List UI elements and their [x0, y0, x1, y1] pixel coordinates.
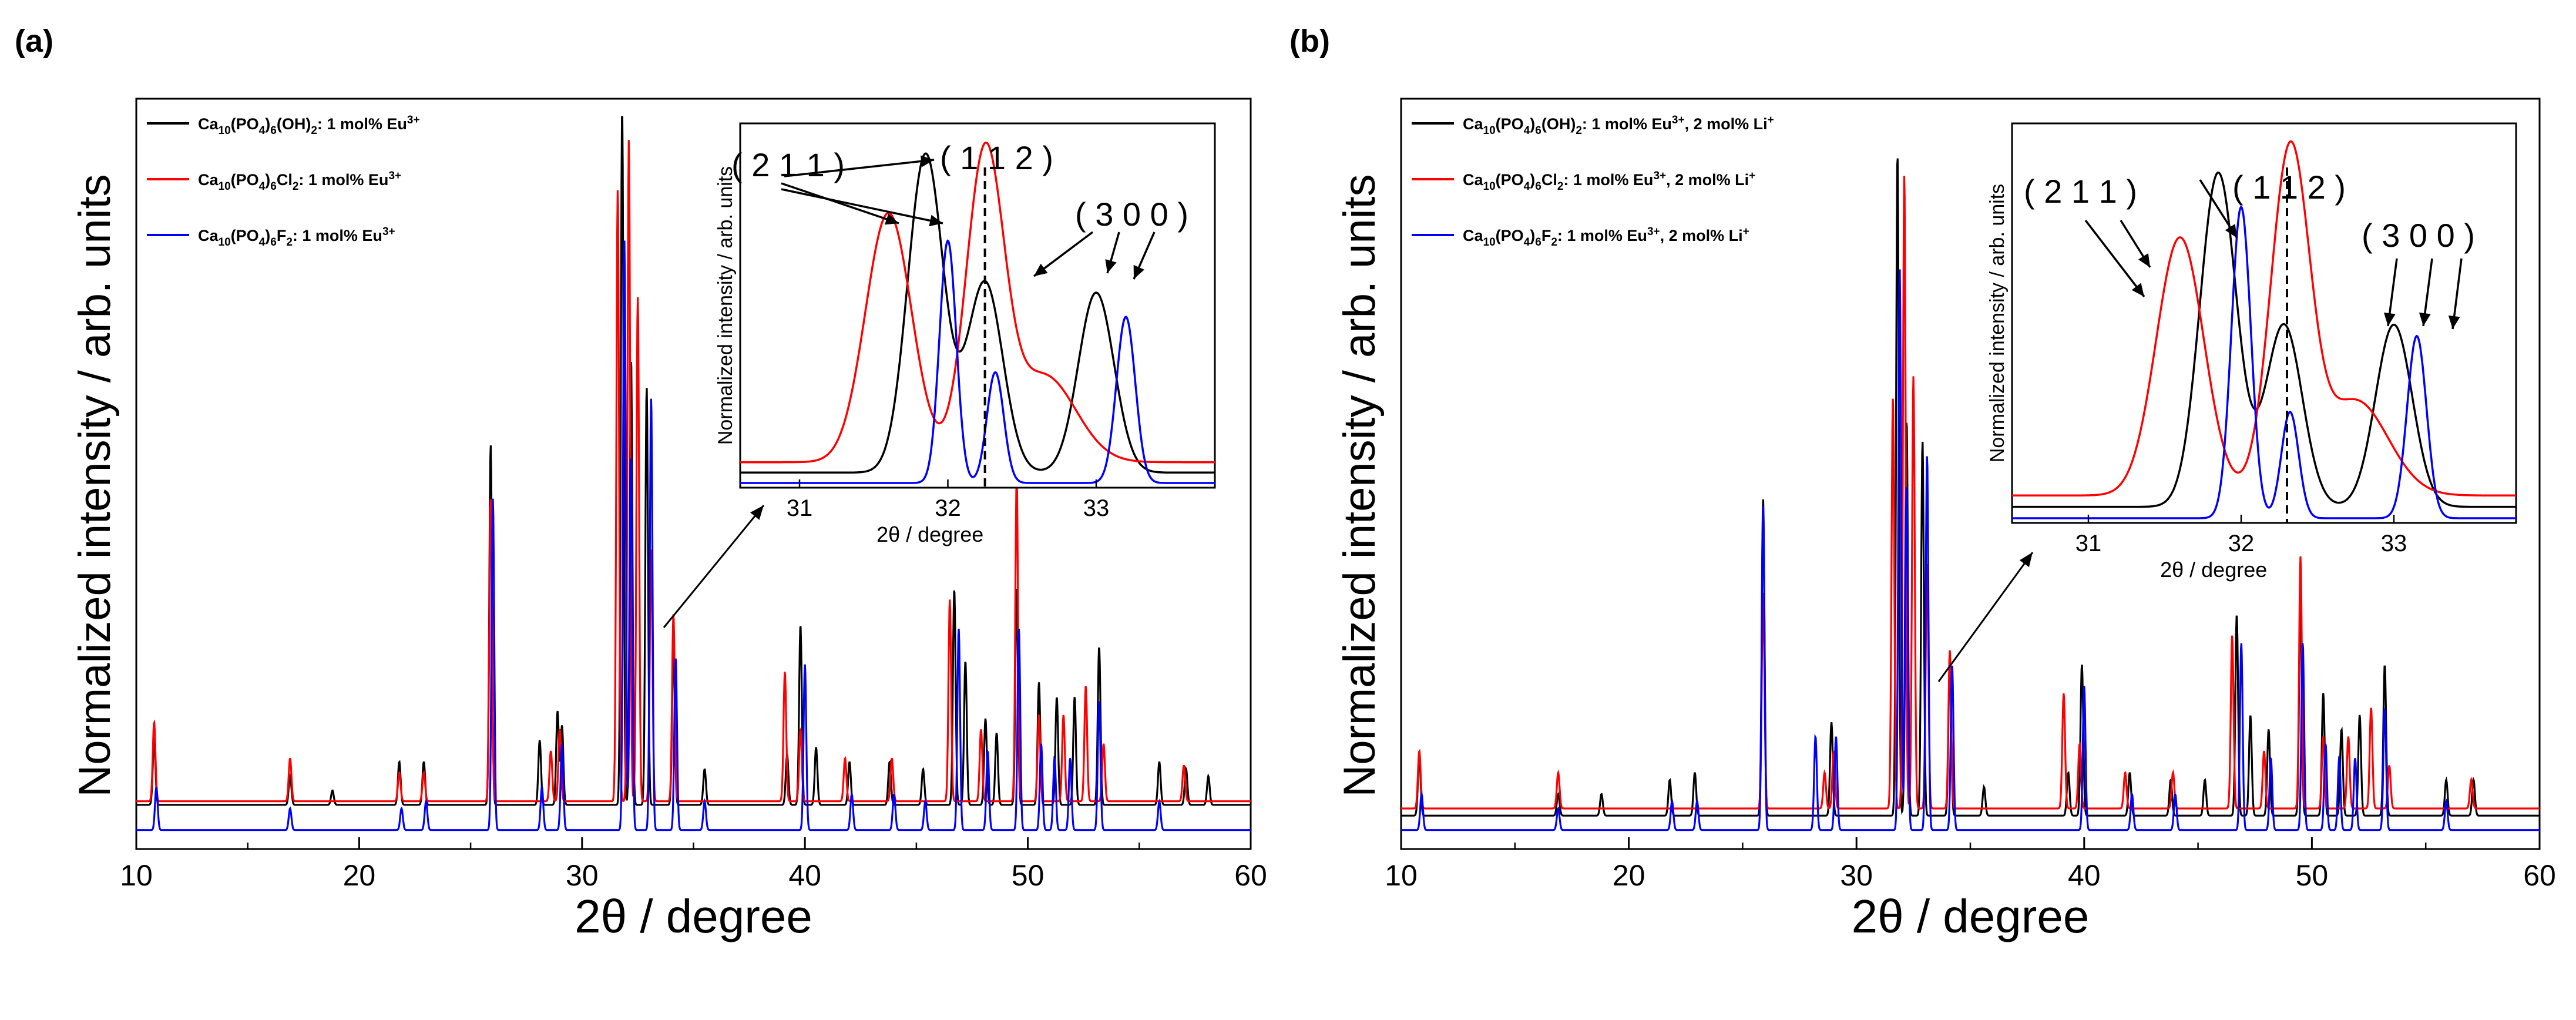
annotation-arrowhead [1133, 264, 1144, 279]
series-line-3 [136, 240, 1251, 831]
legend-label-2: Ca10(PO4)6Cl2: 1 mol% Eu3+, 2 mol% Li+ [1463, 170, 1755, 193]
annotation-112: ( 1 1 2 ) [2232, 169, 2346, 206]
annotation-211: ( 2 1 1 ) [731, 146, 845, 183]
x-axis-label: 2θ / degree [1852, 890, 2090, 942]
annotation-arrowhead [1034, 263, 1048, 276]
inset-x-tick-label: 32 [2228, 531, 2255, 556]
inset-pointer-arrow [1937, 552, 2034, 682]
x-tick-label: 40 [788, 859, 821, 892]
inset-series-3 [740, 239, 1215, 484]
annotation-arrowhead [2131, 283, 2144, 297]
x-tick-label: 10 [120, 859, 153, 892]
annotation-arrowhead [2225, 224, 2237, 238]
inset-x-tick-label: 33 [1083, 495, 1110, 521]
inset-series-2 [740, 141, 1215, 464]
inset-frame [739, 122, 1216, 489]
inset-series-2 [2012, 140, 2516, 496]
annotation-arrowhead [2448, 315, 2460, 329]
annotation-arrowhead [929, 214, 943, 227]
x-tick-label: 40 [2068, 859, 2101, 892]
annotation-300: ( 3 0 0 ) [2362, 217, 2475, 254]
annotation-211: ( 2 1 1 ) [2024, 173, 2137, 210]
annotation-112: ( 1 1 2 ) [940, 139, 1053, 176]
annotation-arrow [784, 159, 935, 177]
panel-a-chart: 10 20 30 40 50 60 2θ / degree Normalized intens… [70, 98, 1267, 942]
annotation-arrowhead [1105, 259, 1117, 273]
inset-x-label: 2θ / degree [876, 522, 983, 546]
inset-x-label: 2θ / degree [2160, 558, 2267, 582]
inset-y-label: Normalized intensity / arb. units [714, 166, 737, 445]
annotation-arrowhead [921, 155, 934, 167]
panel-a-label: (a) [15, 24, 53, 59]
inset-x-tick-label: 33 [2381, 531, 2407, 556]
x-tick-label: 10 [1385, 859, 1418, 892]
inset-series-1 [2012, 171, 2516, 508]
annotation-300: ( 3 0 0 ) [1075, 196, 1188, 233]
panel-b-chart: 10 20 30 40 50 60 2θ / degree Normalized intens… [1335, 98, 2556, 942]
inset-x-tick-label: 32 [935, 495, 961, 521]
inset-pointer-arrowhead [750, 505, 764, 520]
legend-label-1: Ca10(PO4)6(OH)2: 1 mol% Eu3+ [198, 114, 420, 137]
legend-label-1: Ca10(PO4)6(OH)2: 1 mol% Eu3+, 2 mol% Li+ [1463, 114, 1774, 137]
annotation-arrow [781, 188, 943, 224]
annotation-arrow [781, 182, 899, 224]
series-line-2 [136, 140, 1251, 803]
inset-x-tick-label: 31 [787, 495, 813, 521]
series-line-1 [1401, 158, 2540, 817]
annotation-arrowhead [2138, 253, 2150, 267]
legend-label-3: Ca10(PO4)6F2: 1 mol% Eu3+ [198, 226, 395, 249]
annotation-arrowhead [884, 213, 899, 225]
x-axis-label: 2θ / degree [575, 890, 812, 942]
annotation-arrowhead [2419, 312, 2431, 326]
y-axis-label: Normalized intensity / arb. units [70, 174, 120, 797]
x-tick-label: 20 [343, 859, 376, 892]
panel-b-label: (b) [1289, 24, 1330, 59]
x-tick-label: 50 [2296, 859, 2329, 892]
legend-label-3: Ca10(PO4)6F2: 1 mol% Eu3+, 2 mol% Li+ [1463, 226, 1749, 249]
annotation-arrow [2084, 219, 2145, 298]
x-tick-label: 50 [1012, 859, 1044, 892]
series-line-2 [1401, 176, 2540, 810]
series-line-1 [136, 116, 1251, 806]
inset-y-label: Normalized intensity / arb. units [1986, 184, 2009, 462]
inset-series-1 [740, 152, 1215, 474]
series-line-3 [1401, 269, 2540, 831]
annotation-arrowhead [2383, 312, 2396, 326]
x-tick-label: 30 [566, 859, 599, 892]
inset-pointer-arrowhead [2019, 552, 2033, 568]
legend-label-2: Ca10(PO4)6Cl2: 1 mol% Eu3+ [198, 170, 401, 193]
inset-series-3 [2012, 205, 2516, 519]
inset-pointer-arrow [663, 505, 765, 628]
x-tick-label: 20 [1613, 859, 1645, 892]
y-axis-label: Normalized intensity / arb. units [1335, 174, 1385, 797]
x-tick-label: 30 [1840, 859, 1873, 892]
inset-x-tick-label: 31 [2075, 531, 2102, 556]
x-tick-label: 60 [2523, 859, 2556, 892]
x-tick-label: 60 [1234, 859, 1267, 892]
